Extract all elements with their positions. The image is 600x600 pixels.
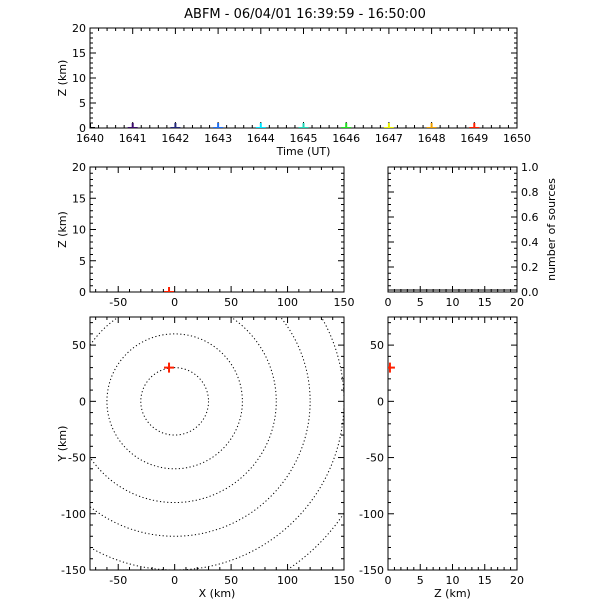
time-height-x-axis-label: Time (UT) [276,145,331,158]
x-tick-label: 1646 [332,132,360,145]
y-tick-label: 15 [72,192,86,205]
time-height-frame [89,27,518,129]
x-tick-label: 15 [478,574,492,587]
x-tick-label: 50 [224,574,238,587]
y-tick-label: 10 [72,72,86,85]
y-tick-label: -150 [61,564,86,577]
height-y-ticks [387,317,518,571]
plan-view-ticks [90,317,345,571]
x-tick-label: 1644 [247,132,275,145]
x-tick-label: 100 [277,574,298,587]
x-tick-label: 0 [171,574,178,587]
panel-height-histogram: 0 5 10 15 200.0 0.2 0.4 0.6 0.8 1.0 number of sour… [385,161,559,309]
y-tick-label: 15 [72,47,86,60]
x-height-data [164,287,175,292]
x-height-frame [89,166,345,293]
x-tick-label: 1647 [375,132,403,145]
panel-plan-view: -50 0 50 100 150 50 0 -50 -100 -150 X (km) Y (km) [56,316,355,600]
y-tick-label: 0 [79,395,86,408]
x-tick-label: -50 [109,574,127,587]
x-tick-label: -50 [109,296,127,309]
x-tick-label: 1648 [418,132,446,145]
x-tick-label: 1641 [119,132,147,145]
x-tick-label: 1650 [503,132,531,145]
height-y-x-axis-label: Z (km) [434,587,471,600]
x-tick-label: 50 [224,296,238,309]
x-tick-label: 15 [478,296,492,309]
y-tick-label: 10 [72,224,86,237]
x-tick-label: 1642 [161,132,189,145]
y-tick-label: 0.8 [521,186,539,199]
x-tick-label: 0 [171,296,178,309]
x-tick-label: 100 [277,296,298,309]
y-tick-label: 1.0 [521,161,539,174]
x-tick-label: 10 [446,296,460,309]
panel-time-height: 1640 1641 1642 1643 1644 1645 1646 1647 1648 1649… [56,22,531,158]
x-height-y-axis-label: Z (km) [56,211,69,248]
y-tick-label: 0 [79,286,86,299]
range-ring [90,317,311,537]
x-tick-label: 0 [385,296,392,309]
x-tick-label: 10 [446,574,460,587]
y-tick-label: -50 [366,452,384,465]
range-ring [90,317,277,504]
y-tick-label: 5 [79,97,86,110]
x-tick-label: 1645 [290,132,318,145]
height-y-data [388,362,395,373]
x-tick-label: 20 [510,574,524,587]
y-tick-label: -100 [359,508,384,521]
y-tick-label: 50 [72,339,86,352]
y-tick-label: 0 [377,395,384,408]
x-tick-label: 1640 [76,132,104,145]
height-histogram-frame [387,166,518,293]
y-tick-label: 0.6 [521,211,539,224]
y-tick-label: -150 [359,564,384,577]
time-height-data [90,123,480,128]
height-histogram-y-axis-label: number of sources [545,178,558,281]
x-tick-label: 1643 [204,132,232,145]
x-tick-label: 5 [417,574,424,587]
y-tick-label: 0.0 [521,286,539,299]
time-height-ticks [89,27,518,129]
x-tick-label: 1649 [460,132,488,145]
height-y-frame [387,316,518,571]
plan-view-x-axis-label: X (km) [199,587,236,600]
y-tick-label: -50 [68,452,86,465]
plan-view-data [90,317,344,570]
range-ring [285,512,344,570]
y-tick-label: 0 [79,122,86,135]
y-tick-label: 20 [72,22,86,35]
x-tick-label: 20 [510,296,524,309]
y-tick-label: 0.2 [521,261,539,274]
x-tick-label: 150 [334,296,355,309]
x-height-ticks [90,166,345,293]
panel-x-height: -50 0 50 100 150 0 5 10 15 20 Z (km) [56,161,355,309]
y-tick-label: 0.4 [521,236,539,249]
panel-height-y: 0 5 10 15 20 50 0 -50 -100 -150 Z (km) [359,316,524,600]
x-tick-label: 150 [334,574,355,587]
range-ring [140,367,210,436]
plan-view-frame [89,316,345,571]
figure-panels: 1640 1641 1642 1643 1644 1645 1646 1647 1648 1649… [56,22,559,600]
y-tick-label: -100 [61,508,86,521]
range-ring [90,317,344,570]
figure-title: ABFM - 06/04/01 16:39:59 - 16:50:00 [184,7,426,22]
plan-view-y-axis-label: Y (km) [56,426,69,463]
y-tick-label: 50 [370,339,384,352]
x-tick-label: 5 [417,296,424,309]
height-histogram-ticks [387,166,518,293]
y-tick-label: 5 [79,255,86,268]
x-tick-label: 0 [385,574,392,587]
time-height-y-axis-label: Z (km) [56,60,69,97]
range-ring [106,333,243,470]
y-tick-label: 20 [72,161,86,174]
